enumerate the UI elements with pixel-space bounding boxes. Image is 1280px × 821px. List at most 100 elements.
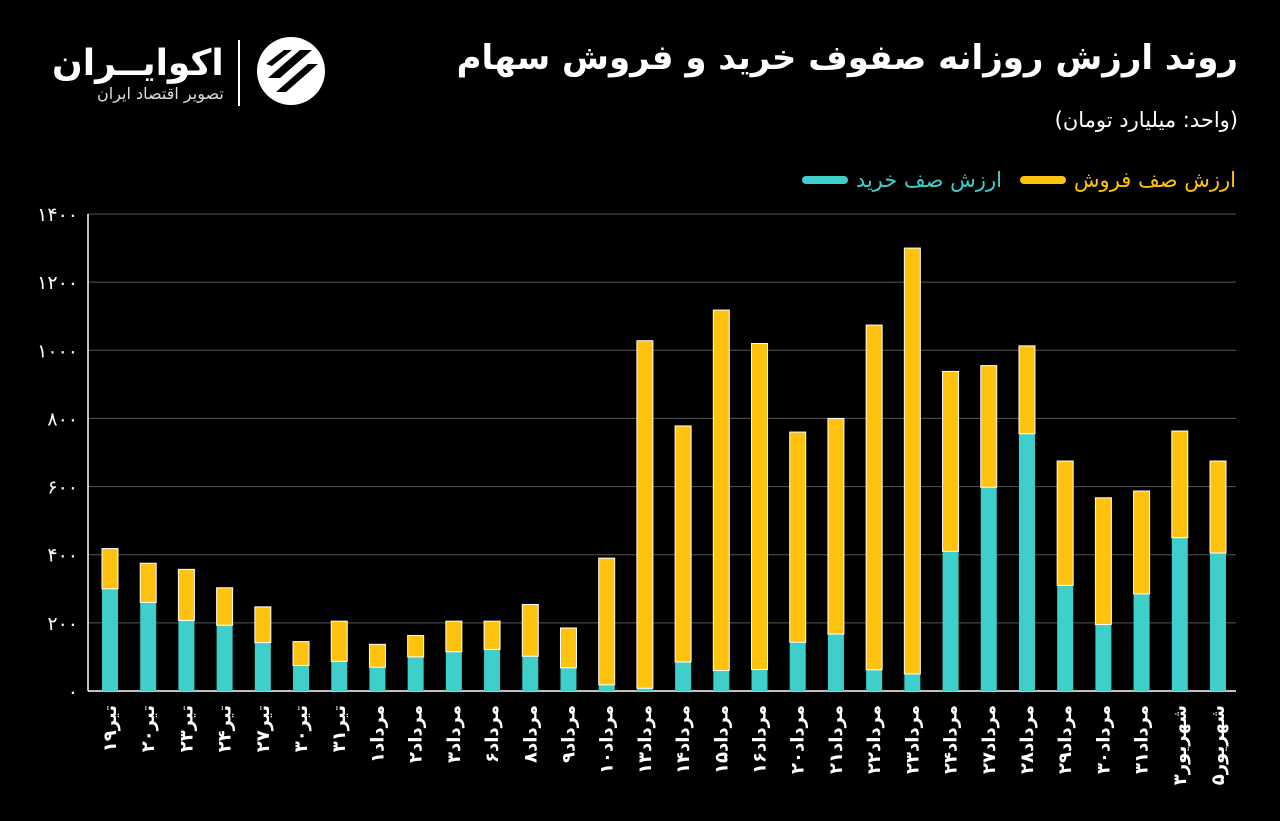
x-tick-label: شهریور۵ xyxy=(1208,705,1229,785)
y-tick-label: ۴۰۰ xyxy=(47,545,78,567)
bar-sell xyxy=(292,641,310,666)
bar-buy xyxy=(102,588,118,691)
bar-buy xyxy=(1018,433,1035,691)
x-tick-label: مرداد۲۲ xyxy=(864,705,885,774)
x-tick-label: مرداد۲۸ xyxy=(1017,705,1038,774)
brand-logo: اکوایــران تصویر اقتصاد ایران xyxy=(52,34,328,112)
bar-sell xyxy=(789,431,807,643)
x-tick-label: تیر۳۰ xyxy=(291,705,312,752)
y-tick-label: ۸۰۰ xyxy=(47,408,78,430)
bar-buy xyxy=(980,487,997,691)
bar-sell xyxy=(1171,430,1189,539)
bar-sell xyxy=(1094,497,1112,626)
legend-label-buy: ارزش صف خرید xyxy=(855,168,1002,192)
bar-sell xyxy=(827,417,845,635)
x-tick-label: مرداد۱۴ xyxy=(673,705,694,774)
bar-buy xyxy=(713,670,730,691)
bar-buy xyxy=(369,667,386,691)
bar-sell xyxy=(1133,490,1151,595)
bar-buy xyxy=(254,642,271,691)
bar-sell xyxy=(101,548,119,590)
bar-buy xyxy=(1095,624,1112,691)
logo-text: اکوایــران تصویر اقتصاد ایران xyxy=(52,42,224,103)
x-tick-label: شهریور۳ xyxy=(1170,705,1191,785)
bar-sell xyxy=(903,247,921,675)
bar-buy xyxy=(445,651,462,691)
y-tick-label: ۱۲۰۰ xyxy=(37,272,78,294)
bar-sell xyxy=(674,425,692,663)
logo-name: اکوایــران xyxy=(52,42,224,84)
bar-sell xyxy=(942,370,960,552)
y-tick-label: ۱۴۰۰ xyxy=(37,204,78,226)
x-tick-label: مرداد۸ xyxy=(520,705,541,763)
bar-buy xyxy=(1057,585,1074,691)
bar-sell xyxy=(712,309,730,672)
bar-buy xyxy=(1133,593,1150,691)
bar-sell xyxy=(1209,460,1227,554)
x-tick-label: تیر۳۱ xyxy=(329,705,350,752)
x-tick-label: مرداد۲۷ xyxy=(979,705,1000,774)
bar-sell xyxy=(445,620,463,653)
bar-sell xyxy=(216,587,234,626)
bar-buy xyxy=(751,669,768,691)
legend-item-buy: ارزش صف خرید xyxy=(801,168,1002,192)
x-tick-label: مرداد۱۳ xyxy=(635,705,656,774)
x-tick-label: مرداد۲۴ xyxy=(941,705,962,774)
bar-buy xyxy=(866,669,883,691)
x-tick-label: مرداد۲۰ xyxy=(788,705,809,774)
bar-buy xyxy=(407,656,424,691)
y-tick-label: ۰ xyxy=(68,681,78,703)
bar-buy xyxy=(598,684,615,691)
x-tick-label: تیر۲۳ xyxy=(176,705,197,752)
y-tick-label: ۶۰۰ xyxy=(47,477,78,499)
bar-buy xyxy=(827,634,844,691)
x-tick-label: مرداد۱۵ xyxy=(711,705,732,774)
x-tick-label: مرداد۲۹ xyxy=(1055,705,1076,774)
legend-swatch-buy xyxy=(801,176,848,184)
x-tick-label: مرداد۳۰ xyxy=(1093,705,1114,774)
bar-buy xyxy=(789,642,806,691)
bar-buy xyxy=(1210,553,1226,691)
bar-buy xyxy=(904,673,921,691)
x-tick-label: مرداد۲۱ xyxy=(826,705,847,774)
bar-sell xyxy=(254,606,272,644)
bar-sell xyxy=(177,568,195,621)
x-tick-label: مرداد۱۶ xyxy=(750,705,771,774)
bar-buy xyxy=(178,620,195,691)
legend-item-sell: ارزش صف فروش xyxy=(1019,168,1236,192)
bar-sell xyxy=(751,342,769,671)
bar-buy xyxy=(331,661,348,691)
bar-sell xyxy=(980,365,998,488)
y-tick-label: ۲۰۰ xyxy=(47,613,78,635)
bar-buy xyxy=(942,551,959,691)
bar-sell xyxy=(636,340,654,689)
x-tick-label: مرداد۹ xyxy=(558,705,579,763)
x-tick-label: تیر۱۹ xyxy=(100,705,121,752)
bar-sell xyxy=(330,620,348,662)
x-tick-label: مرداد۱ xyxy=(367,705,388,763)
x-tick-label: تیر۲۷ xyxy=(253,705,274,752)
bar-buy xyxy=(522,656,539,691)
logo-divider xyxy=(237,40,240,106)
bar-sell xyxy=(598,557,616,686)
bar-sell xyxy=(139,562,157,603)
bar-sell xyxy=(483,620,501,650)
bar-sell xyxy=(1056,460,1074,586)
bar-buy xyxy=(560,667,577,691)
bar-sell xyxy=(865,324,883,671)
y-tick-label: ۱۰۰۰ xyxy=(37,340,78,362)
bar-buy xyxy=(636,688,653,691)
legend-swatch-sell xyxy=(1019,176,1066,184)
x-tick-label: تیر۲۰ xyxy=(138,705,159,752)
x-tick-label: تیر۲۴ xyxy=(215,705,236,752)
legend: ارزش صف خرید ارزش صف فروش xyxy=(801,168,1236,192)
logo-tagline: تصویر اقتصاد ایران xyxy=(97,83,224,103)
bar-sell xyxy=(559,627,577,669)
logo-mark-icon xyxy=(254,34,328,112)
chart-title: روند ارزش روزانه صفوف خرید و فروش سهام xyxy=(456,38,1238,78)
bar-sell xyxy=(521,603,539,657)
x-tick-label: مرداد۶ xyxy=(482,705,503,763)
bar-buy xyxy=(293,665,310,691)
bar-buy xyxy=(1171,537,1188,691)
